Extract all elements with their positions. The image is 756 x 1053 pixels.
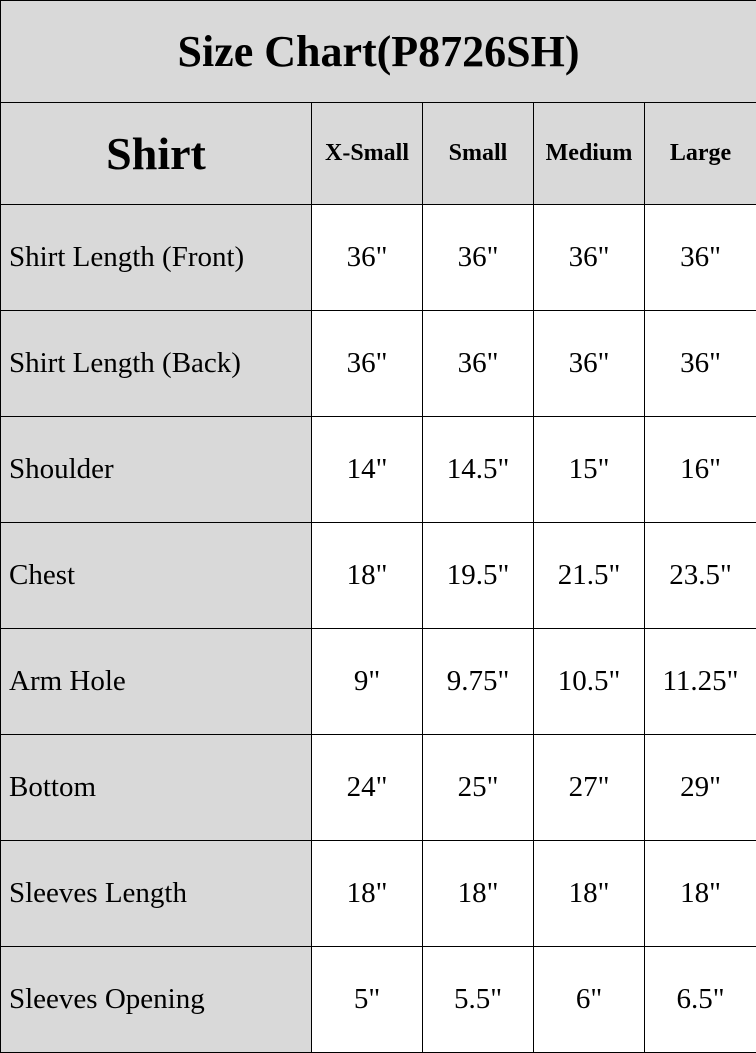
measurement-cell: 24": [312, 735, 423, 841]
measurement-cell: 14.5": [423, 417, 534, 523]
size-header-small: Small: [423, 103, 534, 205]
row-label: Chest: [1, 523, 312, 629]
measurement-cell: 16": [645, 417, 756, 523]
measurement-cell: 36": [312, 311, 423, 417]
measurement-cell: 18": [534, 841, 645, 947]
measurement-cell: 10.5": [534, 629, 645, 735]
measurement-cell: 18": [312, 841, 423, 947]
table-row: Shirt Length (Front)36"36"36"36": [1, 205, 756, 311]
measurement-cell: 36": [645, 205, 756, 311]
row-label: Shoulder: [1, 417, 312, 523]
measurement-cell: 19.5": [423, 523, 534, 629]
measurement-cell: 14": [312, 417, 423, 523]
row-label: Bottom: [1, 735, 312, 841]
size-header-medium: Medium: [534, 103, 645, 205]
measurement-cell: 36": [423, 205, 534, 311]
chart-title: Size Chart(P8726SH): [1, 1, 756, 103]
measurement-cell: 9.75": [423, 629, 534, 735]
measurement-cell: 18": [312, 523, 423, 629]
measurement-cell: 5.5": [423, 947, 534, 1053]
size-header-large: Large: [645, 103, 756, 205]
measurement-cell: 25": [423, 735, 534, 841]
measurement-cell: 27": [534, 735, 645, 841]
measurement-cell: 36": [534, 311, 645, 417]
row-label: Sleeves Length: [1, 841, 312, 947]
size-header-x-small: X-Small: [312, 103, 423, 205]
header-row: Shirt X-Small Small Medium Large: [1, 103, 756, 205]
table-row: Shirt Length (Back)36"36"36"36": [1, 311, 756, 417]
measurement-cell: 36": [534, 205, 645, 311]
measurement-cell: 36": [423, 311, 534, 417]
measurement-cell: 5": [312, 947, 423, 1053]
title-row: Size Chart(P8726SH): [1, 1, 756, 103]
measurement-cell: 11.25": [645, 629, 756, 735]
measurement-cell: 18": [423, 841, 534, 947]
measurement-cell: 18": [645, 841, 756, 947]
measurement-cell: 9": [312, 629, 423, 735]
measurement-cell: 15": [534, 417, 645, 523]
section-header: Shirt: [1, 103, 312, 205]
row-label: Arm Hole: [1, 629, 312, 735]
row-label: Sleeves Opening: [1, 947, 312, 1053]
measurement-cell: 29": [645, 735, 756, 841]
measurement-cell: 36": [312, 205, 423, 311]
measurement-cell: 36": [645, 311, 756, 417]
measurement-cell: 21.5": [534, 523, 645, 629]
row-label: Shirt Length (Back): [1, 311, 312, 417]
row-label: Shirt Length (Front): [1, 205, 312, 311]
measurement-cell: 6.5": [645, 947, 756, 1053]
measurement-cell: 23.5": [645, 523, 756, 629]
measurement-cell: 6": [534, 947, 645, 1053]
